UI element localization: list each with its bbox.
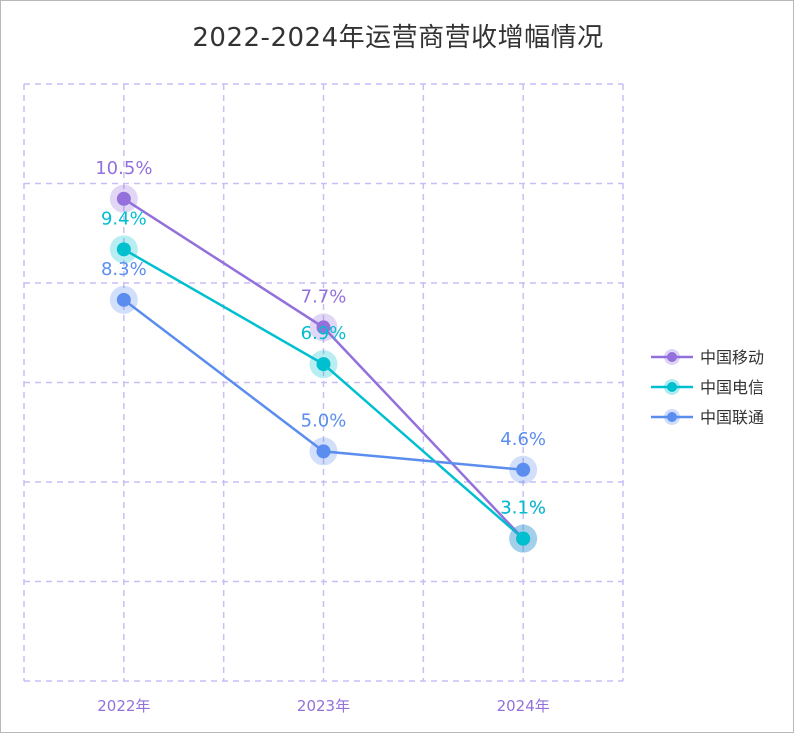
legend-label: 中国移动 bbox=[700, 348, 764, 367]
data-label: 5.0% bbox=[301, 410, 347, 431]
x-axis-ticks: 2022年 2023年 2024年 bbox=[97, 697, 550, 715]
data-label: 7.7% bbox=[301, 286, 347, 307]
legend-marker bbox=[667, 412, 677, 422]
data-point bbox=[116, 292, 131, 307]
x-tick-label: 2024年 bbox=[497, 697, 550, 715]
data-label: 4.6% bbox=[500, 429, 546, 450]
series-points bbox=[109, 184, 538, 553]
legend-marker bbox=[667, 382, 677, 392]
data-label: 3.1% bbox=[500, 498, 546, 519]
x-tick-label: 2022年 bbox=[97, 697, 150, 715]
x-tick-label: 2023年 bbox=[297, 697, 350, 715]
legend-item[interactable]: 中国电信 bbox=[651, 378, 764, 397]
data-label: 3.1% bbox=[500, 498, 546, 519]
data-point bbox=[516, 462, 531, 477]
data-point bbox=[316, 444, 331, 459]
data-label: 8.3% bbox=[101, 259, 147, 280]
chart-title: 2022-2024年运营商营收增幅情况 bbox=[192, 23, 604, 53]
legend-item[interactable]: 中国移动 bbox=[651, 348, 764, 367]
data-point bbox=[116, 191, 131, 206]
legend-marker bbox=[667, 352, 677, 362]
legend-item[interactable]: 中国联通 bbox=[651, 408, 764, 427]
data-label: 10.5% bbox=[95, 158, 152, 179]
data-point bbox=[316, 320, 331, 335]
legend-label: 中国电信 bbox=[700, 378, 764, 397]
data-label: 6.9% bbox=[301, 323, 347, 344]
data-point bbox=[116, 242, 131, 257]
data-label: 9.4% bbox=[101, 208, 147, 229]
data-labels: 10.5%7.7%3.1%9.4%6.9%3.1%8.3%5.0%4.6% bbox=[95, 158, 546, 519]
data-point bbox=[516, 531, 531, 546]
grid bbox=[23, 83, 624, 682]
legend-label: 中国联通 bbox=[700, 408, 764, 427]
data-point bbox=[316, 357, 331, 372]
